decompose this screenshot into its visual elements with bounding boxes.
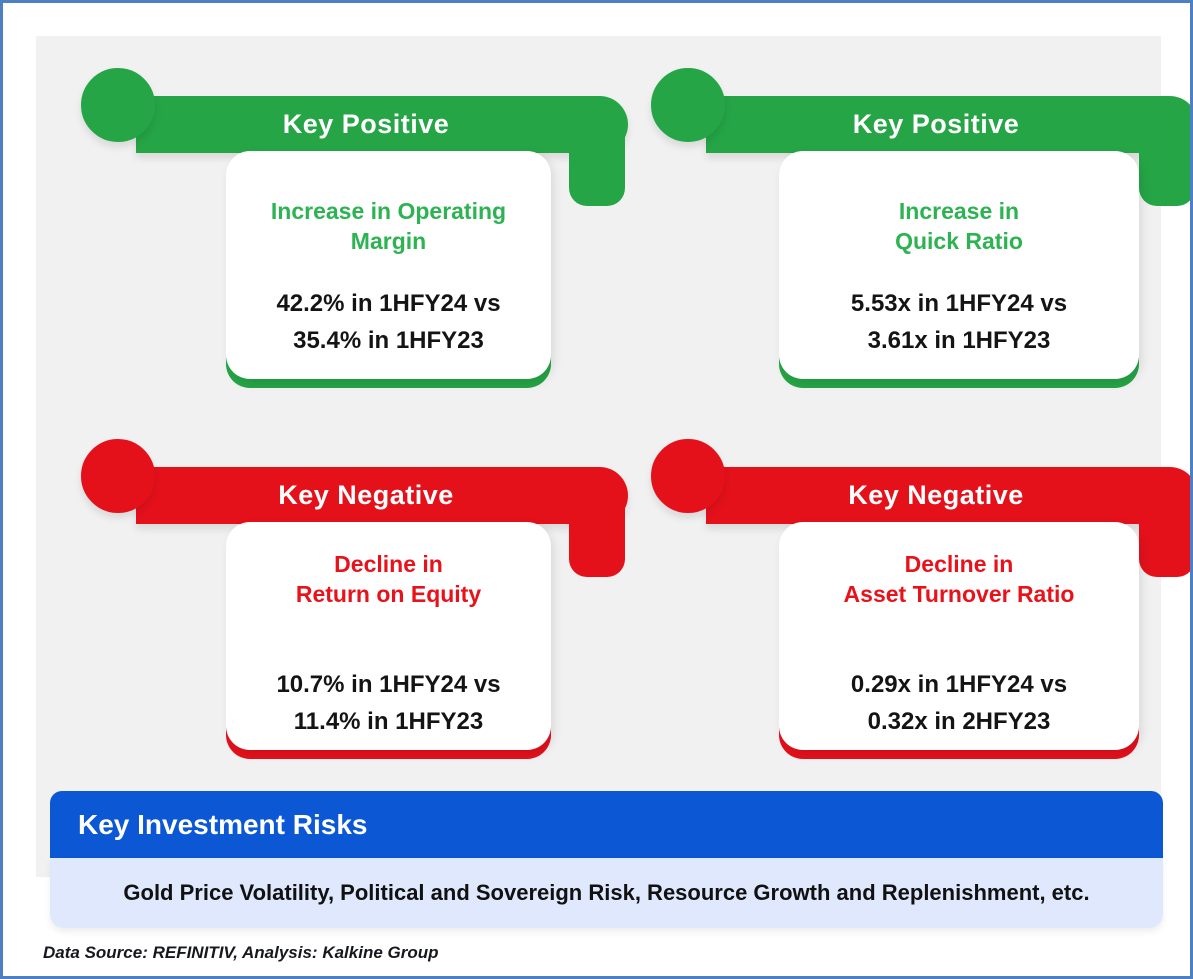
key-card-quick-ratio: Key Positive Increase in Quick Ratio 5.5… [651,68,1190,413]
metric-card: Increase in Operating Margin 42.2% in 1H… [226,151,551,379]
metric-heading: Decline in Return on Equity [295,551,482,607]
key-tooth [569,118,625,206]
metric-values: 10.7% in 1HFY24 vs 11.4% in 1HFY23 [276,670,501,735]
risks-text-strip: Gold Price Volatility, Political and Sov… [50,858,1163,928]
data-source-note: Data Source: REFINITIV, Analysis: Kalkin… [43,943,439,962]
key-shaft [136,96,628,153]
key-tooth [1139,489,1190,577]
key-shaft [706,467,1190,524]
key-badge-label: Key Negative [278,480,454,510]
key-badge-label: Key Negative [848,480,1024,510]
key-card-operating-margin: Key Positive Increase in Operating Margi… [81,68,641,413]
content-panel: Key Positive Increase in Operating Margi… [36,36,1190,877]
key-tooth [569,489,625,577]
metric-heading: Increase in Quick Ratio [895,198,1023,254]
metric-heading: Decline in Asset Turnover Ratio [843,551,1075,607]
key-card-return-on-equity: Key Negative Decline in Return on Equity… [81,439,641,784]
key-head-icon [651,439,725,513]
risks-banner: Key Investment Risks [50,791,1163,858]
metric-values: 5.53x in 1HFY24 vs 3.61x in 1HFY23 [850,289,1068,354]
key-tooth [1139,118,1190,206]
key-shaft [706,96,1190,153]
key-badge-label: Key Positive [282,109,450,139]
risks-banner-title: Key Investment Risks [78,808,368,840]
metric-card: Increase in Quick Ratio 5.53x in 1HFY24 … [779,151,1139,379]
key-head-icon [81,439,155,513]
key-card-asset-turnover-ratio: Key Negative Decline in Asset Turnover R… [651,439,1190,784]
risks-text: Gold Price Volatility, Political and Sov… [123,880,1090,905]
metric-values: 42.2% in 1HFY24 vs 35.4% in 1HFY23 [276,289,501,354]
metric-card: Decline in Asset Turnover Ratio 0.29x in… [779,522,1139,750]
key-shaft [136,467,628,524]
key-badge-label: Key Positive [852,109,1020,139]
metric-heading: Increase in Operating Margin [270,198,507,254]
metric-card: Decline in Return on Equity 10.7% in 1HF… [226,522,551,750]
metric-values: 0.29x in 1HFY24 vs 0.32x in 2HFY23 [850,670,1068,735]
